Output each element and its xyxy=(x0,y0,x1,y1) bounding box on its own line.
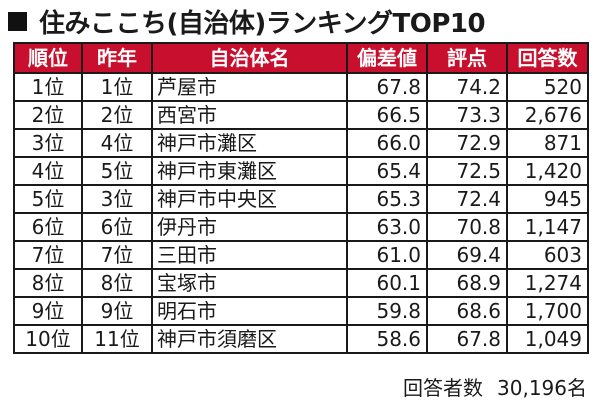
cell-previous-rank: 6位 xyxy=(81,212,153,242)
cell-deviation: 67.8 xyxy=(346,72,428,102)
table-row: 3位 4位 神戸市灘区 66.0 72.9 871 xyxy=(13,128,589,158)
table-row: 6位 6位 伊丹市 63.0 70.8 1,147 xyxy=(13,212,589,242)
cell-responses: 1,049 xyxy=(506,324,589,354)
cell-deviation: 59.8 xyxy=(346,296,428,326)
table-row: 2位 2位 西宮市 66.5 73.3 2,676 xyxy=(13,100,589,130)
cell-score: 70.8 xyxy=(426,212,508,242)
column-header-municipality: 自治体名 xyxy=(151,42,348,74)
table-row: 4位 5位 神戸市東灘区 65.4 72.5 1,420 xyxy=(13,156,589,186)
column-header-previous-year: 昨年 xyxy=(81,42,153,74)
table-row: 5位 3位 神戸市中央区 65.3 72.4 945 xyxy=(13,184,589,214)
cell-deviation: 60.1 xyxy=(346,268,428,298)
cell-rank: 2位 xyxy=(13,100,83,130)
cell-rank: 10位 xyxy=(13,324,83,354)
respondent-count-label: 回答者数 xyxy=(403,376,484,400)
cell-municipality: 神戸市中央区 xyxy=(151,184,348,214)
table-row: 8位 8位 宝塚市 60.1 68.9 1,274 xyxy=(13,268,589,298)
cell-deviation: 65.3 xyxy=(346,184,428,214)
cell-responses: 1,274 xyxy=(506,268,589,298)
table-header: 順位 昨年 自治体名 偏差値 評点 回答数 xyxy=(13,42,589,74)
cell-responses: 520 xyxy=(506,72,589,102)
cell-responses: 945 xyxy=(506,184,589,214)
cell-municipality: 宝塚市 xyxy=(151,268,348,298)
table-row: 1位 1位 芦屋市 67.8 74.2 520 xyxy=(13,72,589,102)
cell-municipality: 三田市 xyxy=(151,240,348,270)
column-header-responses: 回答数 xyxy=(506,42,589,74)
cell-municipality: 芦屋市 xyxy=(151,72,348,102)
cell-rank: 9位 xyxy=(13,296,83,326)
header-row: 順位 昨年 自治体名 偏差値 評点 回答数 xyxy=(13,42,589,74)
cell-previous-rank: 3位 xyxy=(81,184,153,214)
cell-previous-rank: 8位 xyxy=(81,268,153,298)
cell-rank: 8位 xyxy=(13,268,83,298)
cell-municipality: 西宮市 xyxy=(151,100,348,130)
page-title-text: 住みここち(自治体)ランキングTOP10 xyxy=(39,8,486,39)
page-title: 住みここち(自治体)ランキングTOP10 xyxy=(8,2,486,40)
cell-responses: 1,700 xyxy=(506,296,589,326)
cell-deviation: 63.0 xyxy=(346,212,428,242)
cell-score: 68.6 xyxy=(426,296,508,326)
cell-rank: 3位 xyxy=(13,128,83,158)
cell-score: 72.5 xyxy=(426,156,508,186)
cell-score: 67.8 xyxy=(426,324,508,354)
cell-responses: 603 xyxy=(506,240,589,270)
table-row: 9位 9位 明石市 59.8 68.6 1,700 xyxy=(13,296,589,326)
cell-score: 68.9 xyxy=(426,268,508,298)
cell-previous-rank: 1位 xyxy=(81,72,153,102)
column-header-deviation: 偏差値 xyxy=(346,42,428,74)
cell-deviation: 66.0 xyxy=(346,128,428,158)
cell-municipality: 明石市 xyxy=(151,296,348,326)
cell-score: 73.3 xyxy=(426,100,508,130)
cell-rank: 6位 xyxy=(13,212,83,242)
cell-score: 72.4 xyxy=(426,184,508,214)
cell-responses: 1,420 xyxy=(506,156,589,186)
cell-previous-rank: 5位 xyxy=(81,156,153,186)
respondent-count-value: 30,196名 xyxy=(497,376,587,400)
cell-deviation: 58.6 xyxy=(346,324,428,354)
square-bullet-icon xyxy=(8,11,27,31)
respondent-count: 回答者数 30,196名 xyxy=(403,372,587,401)
cell-score: 74.2 xyxy=(426,72,508,102)
cell-rank: 5位 xyxy=(13,184,83,214)
cell-rank: 4位 xyxy=(13,156,83,186)
cell-municipality: 神戸市灘区 xyxy=(151,128,348,158)
column-header-score: 評点 xyxy=(426,42,508,74)
cell-municipality: 伊丹市 xyxy=(151,212,348,242)
cell-previous-rank: 2位 xyxy=(81,100,153,130)
cell-rank: 7位 xyxy=(13,240,83,270)
cell-previous-rank: 9位 xyxy=(81,296,153,326)
cell-responses: 2,676 xyxy=(506,100,589,130)
ranking-table: 順位 昨年 自治体名 偏差値 評点 回答数 1位 1位 芦屋市 67.8 74.2 520… xyxy=(13,42,589,354)
cell-score: 69.4 xyxy=(426,240,508,270)
table-row: 7位 7位 三田市 61.0 69.4 603 xyxy=(13,240,589,270)
cell-municipality: 神戸市須磨区 xyxy=(151,324,348,354)
cell-responses: 871 xyxy=(506,128,589,158)
cell-deviation: 65.4 xyxy=(346,156,428,186)
cell-rank: 1位 xyxy=(13,72,83,102)
cell-municipality: 神戸市東灘区 xyxy=(151,156,348,186)
table-row: 10位 11位 神戸市須磨区 58.6 67.8 1,049 xyxy=(13,324,589,354)
cell-previous-rank: 7位 xyxy=(81,240,153,270)
table-body: 1位 1位 芦屋市 67.8 74.2 520 2位 2位 西宮市 66.5 73.3 2,676 3位… xyxy=(13,72,589,354)
cell-responses: 1,147 xyxy=(506,212,589,242)
cell-deviation: 61.0 xyxy=(346,240,428,270)
column-header-rank: 順位 xyxy=(13,42,83,74)
cell-previous-rank: 4位 xyxy=(81,128,153,158)
cell-previous-rank: 11位 xyxy=(81,324,153,354)
cell-score: 72.9 xyxy=(426,128,508,158)
cell-deviation: 66.5 xyxy=(346,100,428,130)
